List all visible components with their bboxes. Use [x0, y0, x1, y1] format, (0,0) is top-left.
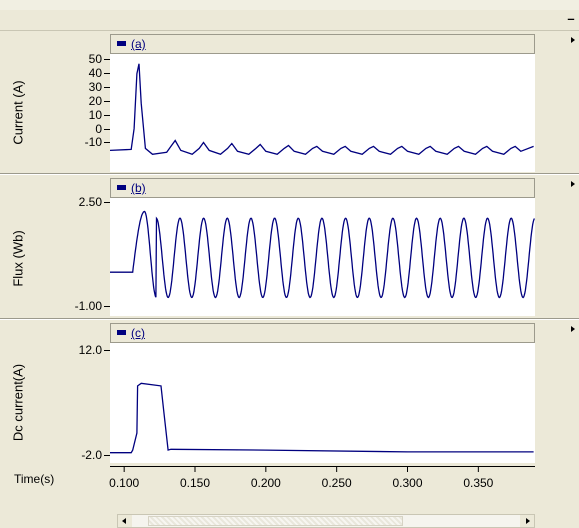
time-axis-ticks — [110, 466, 535, 472]
y-tick-mark — [104, 350, 110, 351]
legend-swatch-c — [117, 330, 126, 335]
legend-label-a[interactable]: (a) — [131, 37, 146, 51]
y-tick-mark — [104, 306, 110, 307]
x-tick-label: 0.150 — [179, 476, 211, 490]
y-tick-mark — [104, 202, 110, 203]
time-axis-label: Time(s) — [14, 472, 55, 486]
chart-c — [110, 382, 534, 454]
y-tick-mark — [104, 142, 110, 143]
y-tick-label: 50 — [88, 52, 102, 66]
arrow-left-icon — [122, 518, 126, 524]
legend-swatch-b — [117, 185, 126, 190]
y-tick-label: 30 — [88, 80, 102, 94]
y-tick-mark — [104, 129, 110, 130]
y-axis-label-b: Flux (Wb) — [10, 230, 26, 287]
panel-c-expand-icon[interactable] — [571, 326, 575, 332]
legend-label-c[interactable]: (c) — [131, 326, 145, 340]
minimize-button[interactable]: – — [567, 11, 575, 26]
y-tick-label: -10 — [84, 135, 102, 149]
y-tick-mark — [104, 101, 110, 102]
y-tick-label: -2.0 — [81, 448, 102, 462]
y-tick-label: 0 — [95, 122, 102, 136]
scroll-left-button[interactable] — [118, 515, 132, 527]
y-tick-mark — [104, 59, 110, 60]
horizontal-scrollbar[interactable] — [117, 514, 535, 528]
panel-divider — [0, 173, 579, 174]
y-tick-mark — [104, 115, 110, 116]
legend-c[interactable]: (c) — [110, 323, 535, 343]
arrow-right-icon — [526, 518, 530, 524]
x-tick-label: 0.200 — [250, 476, 281, 490]
legend-a[interactable]: (a) — [110, 34, 535, 54]
time-axis: Time(s) 0.100 0.150 0.200 0.250 0.300 0.350 — [0, 466, 579, 496]
y-tick-label: -1.00 — [74, 299, 102, 313]
panel-b-expand-icon[interactable] — [571, 181, 575, 187]
panel-divider-highlight — [0, 174, 579, 175]
plot-area-c[interactable] — [110, 343, 535, 463]
panel-divider-highlight — [0, 319, 579, 320]
toolbar-bar — [0, 10, 579, 31]
plot-area-b[interactable] — [110, 198, 535, 316]
x-tick-label: 0.250 — [321, 476, 352, 490]
series-line — [110, 210, 535, 299]
y-tick-label: 10 — [88, 108, 102, 122]
legend-b[interactable]: (b) — [110, 178, 535, 198]
x-tick-label: 0.350 — [463, 476, 494, 490]
y-tick-mark — [104, 73, 110, 74]
y-tick-mark — [104, 455, 110, 456]
scroll-right-button[interactable] — [520, 515, 534, 527]
panel-a-expand-icon[interactable] — [571, 37, 575, 43]
y-tick-label: 2.50 — [78, 195, 102, 209]
y-axis-label-c: Dc current(A) — [10, 363, 26, 442]
plot-area-a[interactable] — [110, 54, 535, 172]
y-tick-mark — [104, 87, 110, 88]
series-line — [110, 63, 534, 156]
x-tick-label: 0.100 — [109, 476, 140, 490]
y-tick-label: 40 — [88, 66, 102, 80]
x-tick-label: 0.300 — [392, 476, 423, 490]
y-tick-label: 20 — [88, 94, 102, 108]
chart-a — [110, 63, 534, 156]
y-axis-label-a: Current (A) — [10, 80, 26, 145]
scrollbar-thumb[interactable] — [148, 516, 403, 526]
legend-label-b[interactable]: (b) — [131, 181, 146, 195]
y-tick-label: 12.0 — [78, 343, 102, 357]
chart-b — [110, 210, 535, 299]
panel-divider — [0, 318, 579, 319]
window-top-strip — [0, 0, 579, 10]
series-line — [110, 382, 534, 454]
legend-swatch-a — [117, 41, 126, 46]
